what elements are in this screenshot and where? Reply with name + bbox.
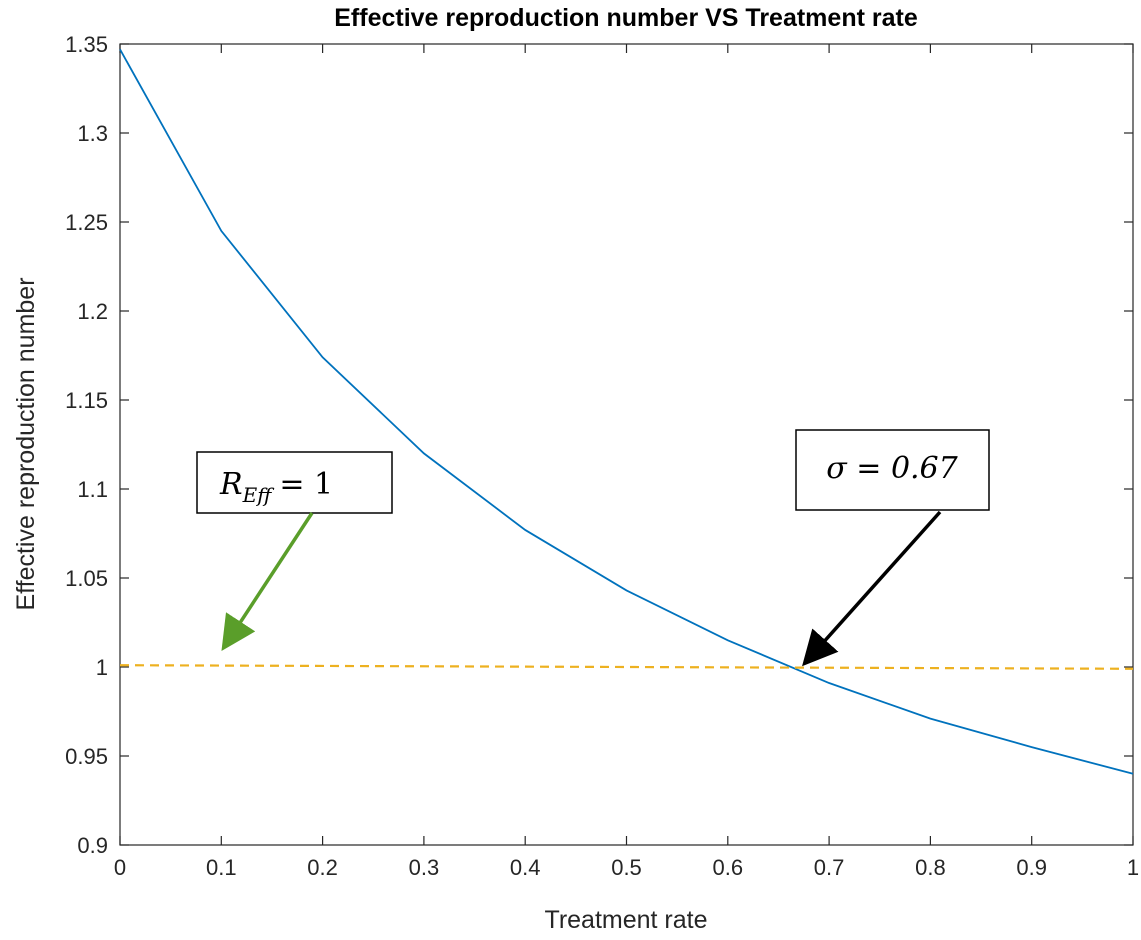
x-tick-label: 0.1 [206,855,237,880]
annotation-reff: REff = 1 [196,451,393,652]
y-axis-label: Effective reproduction number [12,277,40,610]
reproduction-curve [119,48,1134,775]
y-tick-label: 1.05 [65,566,108,591]
annotation-sigma-arrow [802,510,942,667]
y-tick-label: 1.2 [77,299,108,324]
x-tick-label: 0.7 [814,855,845,880]
annotation-sigma-box [795,429,990,511]
x-tick-label: 0.5 [611,855,642,880]
annotation-reff-tail: = 1 [279,467,333,502]
x-tick-label: 0.9 [1016,855,1047,880]
threshold-line [119,664,1134,670]
x-tick-label: 0.3 [409,855,440,880]
x-axis-label: Treatment rate [544,906,707,934]
x-tick-label: 0.2 [307,855,338,880]
annotation-reff-sub: Eff [242,483,276,507]
x-tick-label: 0.4 [510,855,541,880]
y-axis-ticks: 0.9 0.95 1 1.05 1.1 1.15 1.2 1.25 1.3 1.35 [65,32,1133,858]
y-tick-label: 1.3 [77,121,108,146]
y-tick-label: 1 [96,655,108,680]
annotation-reff-arrow [221,512,314,652]
x-tick-label: 1 [1127,855,1139,880]
annotation-reff-text: REff = 1 [219,467,333,507]
y-tick-label: 1.15 [65,388,108,413]
y-tick-label: 0.9 [77,833,108,858]
y-tick-label: 0.95 [65,744,108,769]
annotation-reff-main: R [219,467,243,502]
annotation-sigma: σ = 0.67 [795,429,990,667]
x-tick-label: 0.8 [915,855,946,880]
annotation-sigma-text: σ = 0.67 [826,451,958,486]
x-axis-ticks: 0 0.1 0.2 0.3 0.4 0.5 0.6 0.7 0.8 0.9 1 [114,44,1139,880]
y-tick-label: 1.25 [65,210,108,235]
annotation-reff-box [196,451,393,514]
chart-title: Effective reproduction number VS Treatme… [334,4,918,32]
y-tick-label: 1.35 [65,32,108,57]
x-tick-label: 0.6 [713,855,744,880]
series-layer [119,48,1134,775]
y-tick-label: 1.1 [77,477,108,502]
x-tick-label: 0 [114,855,126,880]
